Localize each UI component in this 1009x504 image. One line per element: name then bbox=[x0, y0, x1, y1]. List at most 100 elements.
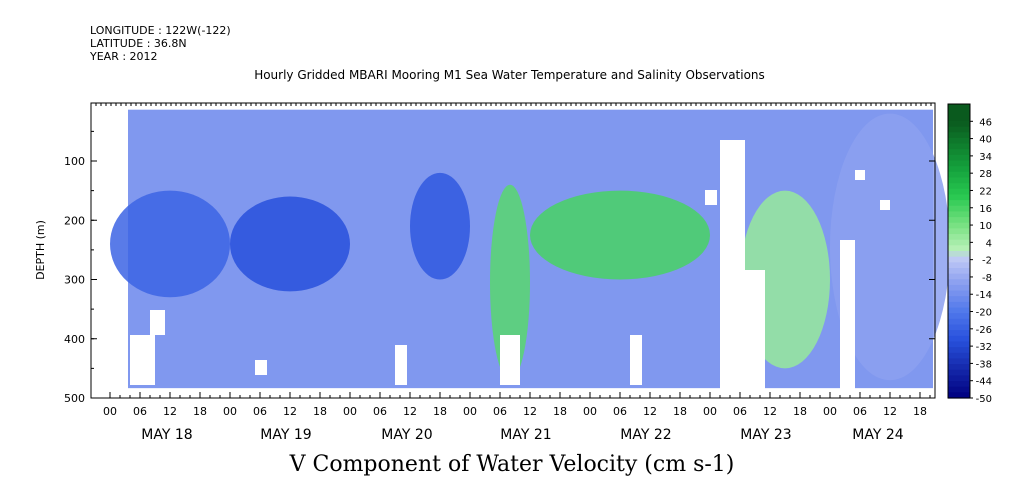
colorbar-segment bbox=[948, 313, 970, 319]
x-tick-label: 00 bbox=[703, 405, 717, 418]
colorbar-segment bbox=[948, 251, 970, 257]
data-region-1 bbox=[230, 197, 350, 292]
colorbar-segment bbox=[948, 172, 970, 178]
colorbar-segment bbox=[948, 121, 970, 127]
x-day-label: MAY 22 bbox=[620, 427, 671, 443]
colorbar-segment bbox=[948, 274, 970, 280]
no-data-mask-9 bbox=[840, 240, 855, 390]
colorbar-segment bbox=[948, 370, 970, 376]
colorbar-label: -44 bbox=[976, 377, 992, 388]
colorbar-segment bbox=[948, 206, 970, 212]
colorbar-label: 16 bbox=[979, 204, 992, 215]
x-day-label: MAY 18 bbox=[141, 427, 192, 443]
data-region-0 bbox=[110, 191, 230, 298]
colorbar-label: 46 bbox=[979, 117, 992, 128]
x-tick-label: 18 bbox=[913, 405, 927, 418]
colorbar-segment bbox=[948, 194, 970, 200]
colorbar-segment bbox=[948, 279, 970, 285]
no-data-mask-6 bbox=[630, 335, 642, 385]
colorbar-segment bbox=[948, 211, 970, 217]
colorbar-segment bbox=[948, 262, 970, 268]
colorbar-segment bbox=[948, 138, 970, 144]
x-day-label: MAY 23 bbox=[740, 427, 791, 443]
x-tick-label: 06 bbox=[133, 405, 147, 418]
colorbar-label: 40 bbox=[979, 135, 992, 146]
x-tick-label: 18 bbox=[793, 405, 807, 418]
colorbar-segment bbox=[948, 228, 970, 234]
x-tick-label: 18 bbox=[553, 405, 567, 418]
colorbar-label: 28 bbox=[979, 169, 992, 180]
y-tick-label: 500 bbox=[64, 392, 85, 405]
colorbar-segment bbox=[948, 291, 970, 297]
colorbar-label: -38 bbox=[976, 359, 992, 370]
x-tick-label: 12 bbox=[523, 405, 537, 418]
x-tick-label: 00 bbox=[103, 405, 117, 418]
x-tick-label: 06 bbox=[373, 405, 387, 418]
no-data-mask-3 bbox=[255, 360, 267, 375]
x-tick-label: 06 bbox=[613, 405, 627, 418]
no-data-mask-5 bbox=[500, 335, 520, 385]
x-tick-label: 18 bbox=[433, 405, 447, 418]
x-tick-label: 12 bbox=[283, 405, 297, 418]
x-day-label: MAY 19 bbox=[260, 427, 311, 443]
colorbar-segment bbox=[948, 104, 970, 110]
x-tick-label: 00 bbox=[463, 405, 477, 418]
colorbar-segment bbox=[948, 336, 970, 342]
y-tick-label: 400 bbox=[64, 333, 85, 346]
colorbar-segment bbox=[948, 144, 970, 150]
x-day-label: MAY 20 bbox=[381, 427, 432, 443]
colorbar-segment bbox=[948, 302, 970, 308]
colorbar-segment bbox=[948, 189, 970, 195]
no-data-mask-11 bbox=[855, 170, 865, 180]
no-data-mask-12 bbox=[880, 200, 890, 210]
x-tick-label: 18 bbox=[313, 405, 327, 418]
colorbar-segment bbox=[948, 268, 970, 274]
no-data-mask-1 bbox=[130, 335, 155, 385]
colorbar-segment bbox=[948, 245, 970, 251]
x-tick-label: 00 bbox=[823, 405, 837, 418]
colorbar-segment bbox=[948, 234, 970, 240]
colorbar-segment bbox=[948, 308, 970, 314]
x-tick-label: 12 bbox=[163, 405, 177, 418]
variable-label: V Component of Water Velocity (cm s-1) bbox=[0, 452, 1009, 477]
colorbar-segment bbox=[948, 387, 970, 393]
colorbar-segment bbox=[948, 353, 970, 359]
data-region-4 bbox=[530, 191, 710, 280]
no-data-mask-10 bbox=[705, 190, 717, 205]
colorbar-segment bbox=[948, 178, 970, 184]
y-tick-label: 200 bbox=[64, 214, 85, 227]
colorbar-segment bbox=[948, 115, 970, 121]
x-tick-label: 06 bbox=[493, 405, 507, 418]
colorbar-segment bbox=[948, 330, 970, 336]
colorbar-segment bbox=[948, 127, 970, 133]
colorbar-segment bbox=[948, 200, 970, 206]
colorbar-segment bbox=[948, 341, 970, 347]
colorbar-segment bbox=[948, 132, 970, 138]
colorbar-label: -20 bbox=[976, 308, 992, 319]
colorbar-segment bbox=[948, 296, 970, 302]
x-tick-label: 12 bbox=[763, 405, 777, 418]
colorbar-segment bbox=[948, 358, 970, 364]
colorbar-segment bbox=[948, 319, 970, 325]
colorbar-segment bbox=[948, 149, 970, 155]
colorbar-label: 22 bbox=[979, 186, 992, 197]
x-tick-label: 18 bbox=[193, 405, 207, 418]
colorbar-segment bbox=[948, 217, 970, 223]
colorbar-label: 4 bbox=[986, 238, 992, 249]
colorbar-segment bbox=[948, 257, 970, 263]
colorbar-segment bbox=[948, 155, 970, 161]
x-tick-label: 06 bbox=[253, 405, 267, 418]
y-tick-label: 300 bbox=[64, 274, 85, 287]
x-tick-label: 12 bbox=[883, 405, 897, 418]
colorbar-segment bbox=[948, 161, 970, 167]
x-day-label: MAY 21 bbox=[500, 427, 551, 443]
colorbar-label: 34 bbox=[979, 152, 992, 163]
colorbar-segment bbox=[948, 110, 970, 116]
colorbar-segment bbox=[948, 223, 970, 229]
x-tick-label: 18 bbox=[673, 405, 687, 418]
x-tick-label: 00 bbox=[583, 405, 597, 418]
colorbar-segment bbox=[948, 325, 970, 331]
colorbar-segment bbox=[948, 375, 970, 381]
data-region-2 bbox=[410, 173, 470, 280]
x-tick-label: 00 bbox=[223, 405, 237, 418]
